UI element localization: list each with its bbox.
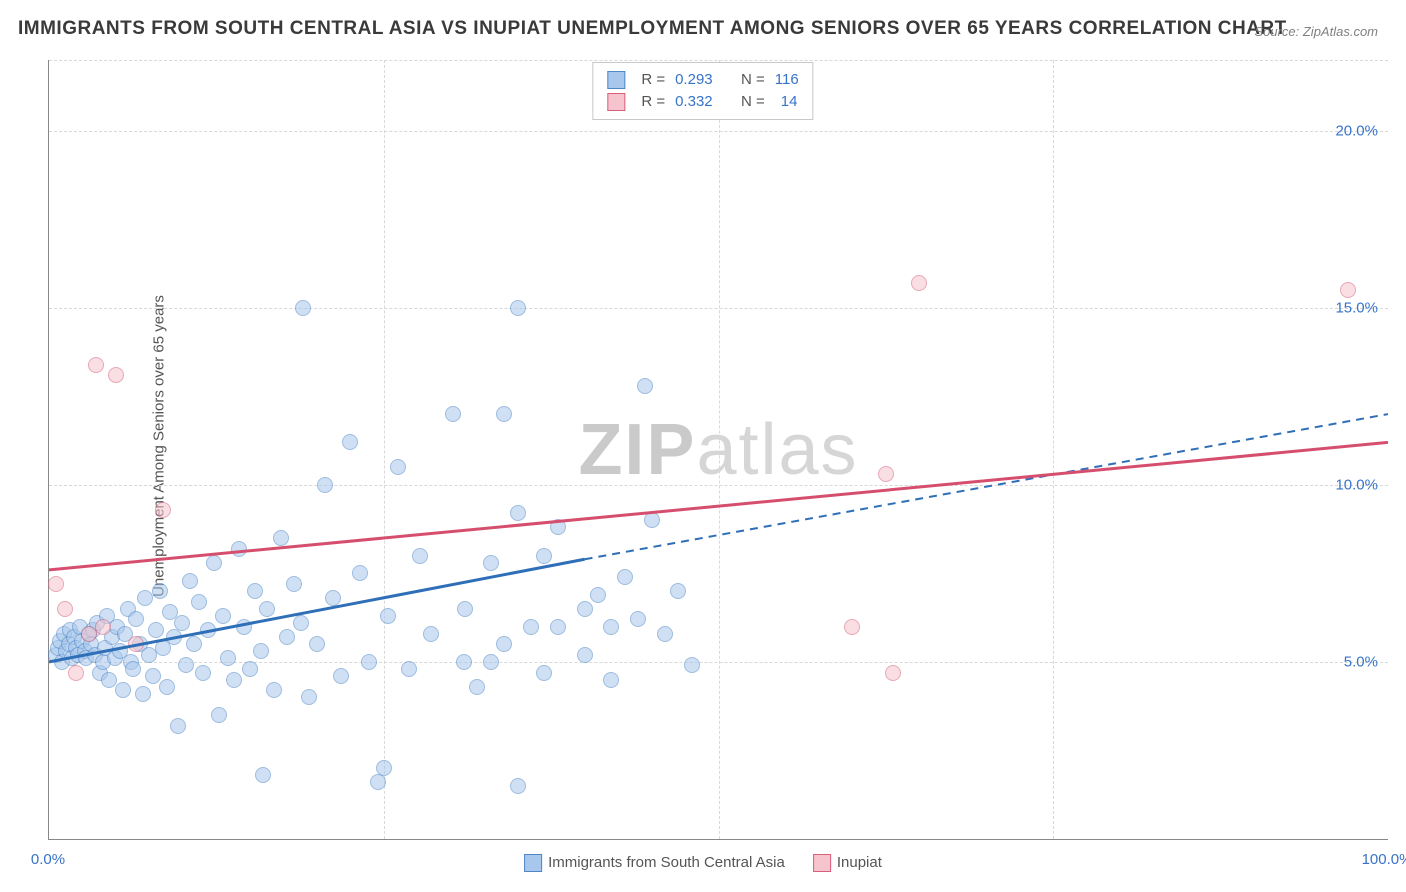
x-tick-label: 0.0% bbox=[31, 851, 65, 868]
x-tick-label: 100.0% bbox=[1362, 851, 1406, 868]
series-b-name: Inupiat bbox=[837, 854, 882, 871]
n-label-b: N = bbox=[741, 91, 765, 113]
r-label-b: R = bbox=[641, 91, 665, 113]
x-legend-item-b: Inupiat bbox=[813, 854, 882, 872]
stats-row-a: R = 0.293 N = 116 bbox=[607, 69, 798, 91]
stats-row-b: R = 0.332 N = 14 bbox=[607, 91, 798, 113]
r-value-b: 0.332 bbox=[675, 91, 713, 113]
chart-title: IMMIGRANTS FROM SOUTH CENTRAL ASIA VS IN… bbox=[18, 18, 1287, 40]
n-label-a: N = bbox=[741, 69, 765, 91]
trend-lines-layer bbox=[49, 60, 1388, 839]
legend-swatch-xa bbox=[524, 854, 542, 872]
source-attribution: Source: ZipAtlas.com bbox=[1254, 24, 1378, 39]
r-value-a: 0.293 bbox=[675, 69, 713, 91]
legend-swatch-a bbox=[607, 71, 625, 89]
series-a-name: Immigrants from South Central Asia bbox=[548, 854, 785, 871]
legend-swatch-b bbox=[607, 93, 625, 111]
x-legend-item-a: Immigrants from South Central Asia bbox=[524, 854, 785, 872]
chart-container: IMMIGRANTS FROM SOUTH CENTRAL ASIA VS IN… bbox=[0, 0, 1406, 892]
n-value-b: 14 bbox=[775, 91, 798, 113]
plot-area: ZIPatlas 5.0%10.0%15.0%20.0% bbox=[48, 60, 1388, 840]
x-axis-legend: Immigrants from South Central Asia Inupi… bbox=[524, 854, 882, 872]
r-label-a: R = bbox=[641, 69, 665, 91]
legend-swatch-xb bbox=[813, 854, 831, 872]
stats-legend: R = 0.293 N = 116 R = 0.332 N = 14 bbox=[592, 62, 813, 120]
n-value-a: 116 bbox=[775, 69, 799, 91]
